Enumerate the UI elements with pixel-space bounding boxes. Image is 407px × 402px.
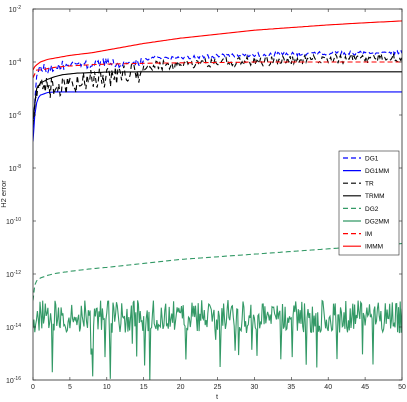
y-tick-label: 10-2 bbox=[9, 5, 21, 14]
legend-label: DG2MM bbox=[365, 218, 389, 225]
y-tick-base: 10 bbox=[9, 60, 17, 67]
legend-label: TRMM bbox=[365, 193, 385, 200]
y-tick-exponent: -10 bbox=[14, 217, 21, 223]
series-line-tr bbox=[33, 52, 402, 125]
series-line-im bbox=[33, 61, 402, 79]
x-tick-label: 20 bbox=[177, 384, 185, 391]
y-tick-exponent: -4 bbox=[17, 58, 22, 64]
y-tick-label: 10-6 bbox=[9, 111, 21, 120]
y-tick-label: 10-10 bbox=[6, 217, 21, 226]
series-line-trmm bbox=[33, 71, 402, 121]
y-tick-label: 10-14 bbox=[6, 323, 21, 332]
y-tick-exponent: -6 bbox=[17, 111, 22, 117]
legend-label: TR bbox=[365, 181, 374, 188]
y-tick-base: 10 bbox=[9, 166, 17, 173]
series-line-dg2mm bbox=[33, 299, 402, 380]
legend-box bbox=[338, 150, 400, 256]
y-tick-exponent: -14 bbox=[14, 323, 21, 329]
x-axis-ticks: 0 5 10 15 20 25 30 35 40 45 50 bbox=[31, 9, 406, 391]
y-tick-exponent: -12 bbox=[14, 270, 21, 276]
x-tick-label: 10 bbox=[103, 384, 111, 391]
x-tick-label: 30 bbox=[251, 384, 259, 391]
y-tick-exponent: -8 bbox=[17, 164, 22, 170]
legend: DG1 DG1MM TR TRMM DG2 DG2MM IM IMMM bbox=[338, 150, 400, 256]
x-tick-label: 35 bbox=[287, 384, 295, 391]
y-tick-base: 10 bbox=[9, 7, 17, 14]
x-tick-label: 5 bbox=[68, 384, 72, 391]
y-tick-exponent: -16 bbox=[14, 376, 21, 382]
series-layer bbox=[33, 20, 402, 380]
x-tick-label: 25 bbox=[214, 384, 222, 391]
x-tick-label: 0 bbox=[31, 384, 35, 391]
series-line-dg1mm bbox=[33, 91, 402, 142]
y-tick-base: 10 bbox=[6, 219, 14, 226]
x-tick-label: 45 bbox=[361, 384, 369, 391]
y-tick-exponent: -2 bbox=[17, 5, 22, 11]
y-axis-label: H2 error bbox=[0, 180, 8, 208]
legend-label: DG1 bbox=[365, 155, 379, 162]
x-axis-label: t bbox=[216, 392, 219, 401]
y-tick-base: 10 bbox=[6, 378, 14, 385]
series-line-immm bbox=[33, 20, 402, 71]
legend-label: IM bbox=[365, 231, 372, 238]
y-tick-base: 10 bbox=[9, 113, 17, 120]
legend-label: DG1MM bbox=[365, 168, 389, 175]
x-tick-label: 40 bbox=[324, 384, 332, 391]
y-tick-label: 10-8 bbox=[9, 164, 21, 173]
y-tick-label: 10-12 bbox=[6, 270, 21, 279]
x-tick-label: 50 bbox=[398, 384, 406, 391]
series-line-dg2 bbox=[33, 242, 402, 301]
legend-label: IMMM bbox=[365, 244, 383, 251]
y-tick-base: 10 bbox=[6, 325, 14, 332]
y-tick-base: 10 bbox=[6, 272, 14, 279]
x-tick-label: 15 bbox=[140, 384, 148, 391]
y-tick-label: 10-4 bbox=[9, 58, 21, 67]
y-tick-label: 10-16 bbox=[6, 376, 21, 385]
legend-label: DG2 bbox=[365, 206, 379, 213]
